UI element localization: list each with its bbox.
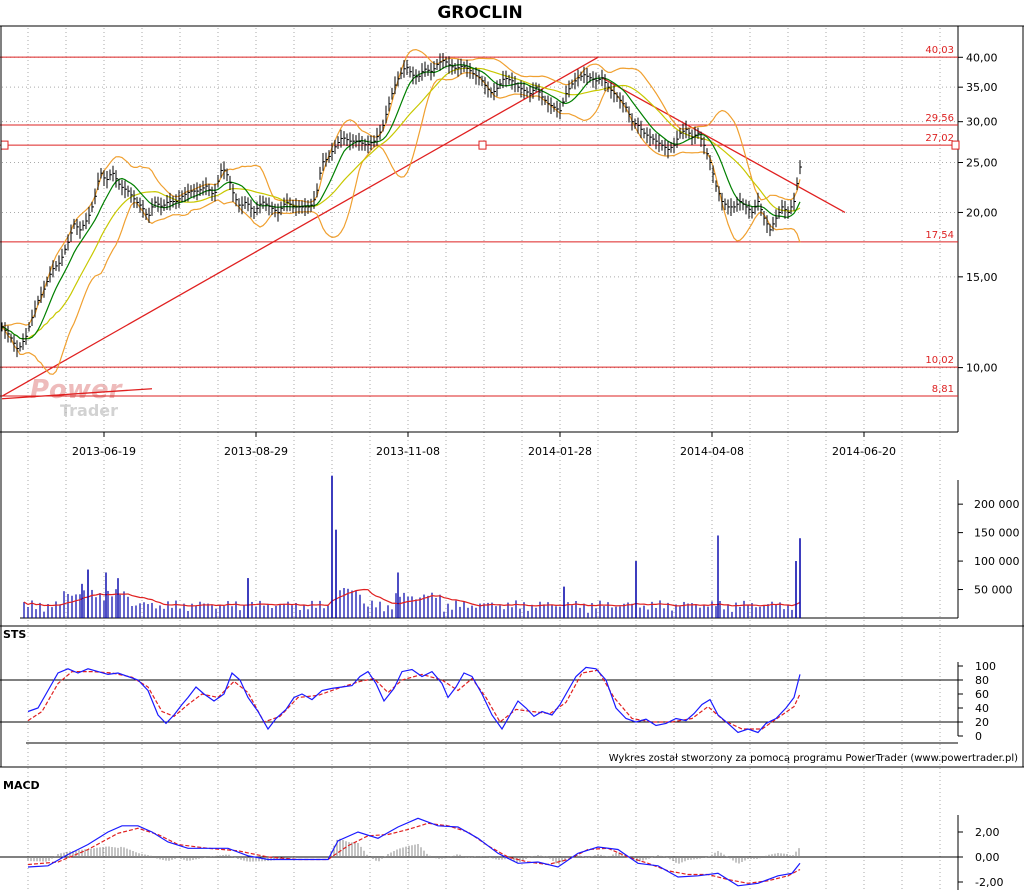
volume-y-tick-label: 150 000 xyxy=(974,527,1020,540)
price-x-tick-label: 2014-04-08 xyxy=(680,445,744,458)
level-label: 17,54 xyxy=(925,230,954,241)
watermark: Power Trader xyxy=(30,375,124,420)
volume-y-tick-label: 100 000 xyxy=(974,555,1020,568)
price-y-tick-label: 15,00 xyxy=(966,271,998,284)
level-label: 8,81 xyxy=(932,384,954,395)
sts-k-line xyxy=(27,666,801,734)
chart-title: GROCLIN xyxy=(437,3,522,23)
trend-line xyxy=(1,388,153,400)
trend-line xyxy=(601,77,846,214)
macd-title: MACD xyxy=(3,779,40,792)
sts-y-tick-label: 80 xyxy=(975,674,989,687)
moving-average-short-line xyxy=(1,64,801,340)
price-y-tick-label: 30,00 xyxy=(966,116,998,129)
volume-y-tick-label: 50 000 xyxy=(974,584,1013,597)
volume-moving-average-line xyxy=(23,588,801,607)
macd-y-tick-label: 2,00 xyxy=(975,826,1000,839)
volume-y-tick-label: 200 000 xyxy=(974,498,1020,511)
level-handle xyxy=(478,140,487,150)
price-x-tick-label: 2013-08-29 xyxy=(224,445,288,458)
sts-y-tick-label: 20 xyxy=(975,716,989,729)
level-label: 10,02 xyxy=(925,355,954,366)
sts-title: STS xyxy=(3,628,26,641)
price-x-tick-label: 2013-06-19 xyxy=(72,445,136,458)
footer-credit: Wykres został stworzony za pomocą progra… xyxy=(609,753,1018,764)
price-x-tick-label: 2014-01-28 xyxy=(528,445,592,458)
price-y-tick-label: 40,00 xyxy=(966,51,998,64)
level-label: 29,56 xyxy=(925,113,954,124)
watermark-line2: Trader xyxy=(60,401,118,420)
sts-y-tick-label: 100 xyxy=(975,660,996,673)
sts-y-tick-label: 60 xyxy=(975,688,989,701)
level-label: 40,03 xyxy=(925,45,954,56)
price-y-tick-label: 20,00 xyxy=(966,206,998,219)
bollinger-lower-line xyxy=(1,71,801,375)
sts-y-tick-label: 40 xyxy=(975,702,989,715)
level-label: 27,02 xyxy=(925,133,954,144)
price-y-tick-label: 25,00 xyxy=(966,156,998,169)
moving-average-long-line xyxy=(1,67,801,340)
macd-line xyxy=(27,817,801,887)
sts-y-tick-label: 0 xyxy=(975,730,982,743)
macd-signal-line xyxy=(27,822,801,884)
price-x-tick-label: 2014-06-20 xyxy=(832,445,896,458)
sts-signal-line xyxy=(27,669,801,730)
trend-line xyxy=(1,56,599,397)
level-handle xyxy=(951,140,960,150)
price-y-tick-label: 10,00 xyxy=(966,362,998,375)
watermark-line1: Power xyxy=(30,375,124,405)
macd-y-tick-label: 0,00 xyxy=(975,851,1000,864)
macd-y-tick-label: -2,00 xyxy=(975,876,1003,889)
price-y-tick-label: 35,00 xyxy=(966,81,998,94)
level-handle xyxy=(0,140,9,150)
price-x-tick-label: 2013-11-08 xyxy=(376,445,440,458)
